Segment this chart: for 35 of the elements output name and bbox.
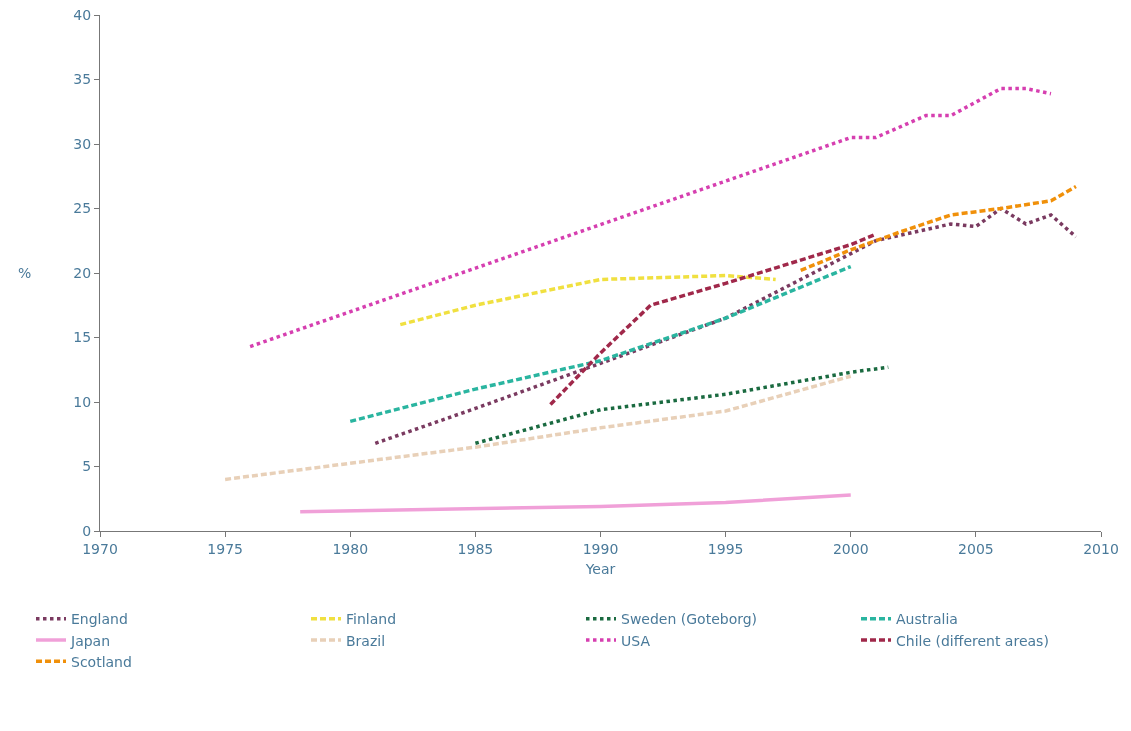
x-axis-title: Year xyxy=(584,561,616,578)
legend-label: Australia xyxy=(896,611,958,628)
y-tick-label: 20 xyxy=(73,264,92,281)
legend-label: Japan xyxy=(70,632,111,649)
y-tick-label: 15 xyxy=(73,329,92,346)
y-tick-label: 40 xyxy=(73,6,92,23)
line-series xyxy=(798,184,1078,273)
line-series xyxy=(298,493,853,514)
legend-label: England xyxy=(71,611,128,628)
legend-label: Sweden (Goteborg) xyxy=(621,611,758,628)
x-tick-label: 1975 xyxy=(207,540,243,557)
y-tick-label: 25 xyxy=(73,200,92,217)
y-tick-label: 5 xyxy=(82,458,92,475)
x-tick-label: 2005 xyxy=(958,540,994,557)
x-tick-label: 2000 xyxy=(832,540,869,557)
legend-label: USA xyxy=(621,632,651,649)
x-tick-label: 2010 xyxy=(1083,540,1119,557)
line-series xyxy=(398,273,778,327)
line-series xyxy=(223,374,853,482)
y-tick-label: 0 xyxy=(82,522,92,539)
y-axis-title: % xyxy=(18,265,32,281)
line-series xyxy=(348,264,853,424)
legend-label: Finland xyxy=(346,611,397,628)
x-tick-label: 1970 xyxy=(82,540,118,557)
line-series xyxy=(248,86,1053,349)
y-tick-label: 30 xyxy=(73,135,92,152)
x-tick-label: 1990 xyxy=(582,540,619,557)
legend-label: Brazil xyxy=(346,632,386,649)
y-tick-label: 10 xyxy=(73,393,92,410)
legend-label: Scotland xyxy=(71,653,132,670)
legend-label: Chile (different areas) xyxy=(896,632,1049,649)
x-tick-label: 1980 xyxy=(332,540,369,557)
x-tick-label: 1995 xyxy=(707,540,744,557)
y-tick-label: 35 xyxy=(73,71,92,88)
x-tick-label: 1985 xyxy=(457,540,494,557)
